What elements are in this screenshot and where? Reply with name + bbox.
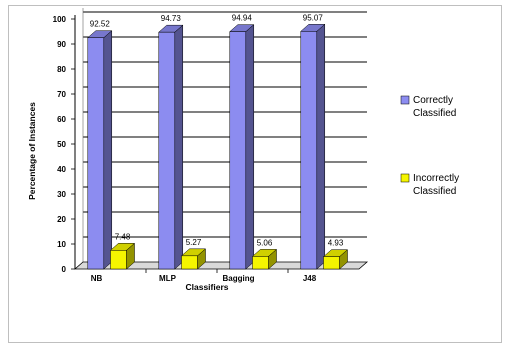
y-tick-label: 40 (57, 165, 66, 174)
axes: 0 10 20 30 40 50 60 70 80 90 100 NB MLP Bagging J48 (53, 8, 369, 283)
x-tick-label: J48 (303, 274, 317, 283)
bar (180, 248, 207, 270)
legend-swatch (400, 173, 410, 183)
bar (322, 249, 349, 270)
y-tick-label: 60 (57, 115, 66, 124)
data-labels: 92.52 7.48 94.73 5.27 94.94 5.06 95.07 4.93 (90, 13, 344, 247)
bar (109, 242, 136, 270)
y-axis-title: Percentage of Instances (27, 102, 37, 200)
legend-entry: Incorrectly Classified (400, 173, 459, 197)
legend: Correctly Classified Incorrectly Classified (400, 95, 459, 197)
x-axis-title: Classifiers (186, 282, 229, 292)
bars (87, 23, 349, 270)
y-tick-label: 0 (62, 265, 67, 274)
data-label: 95.07 (303, 13, 324, 22)
bar (251, 248, 278, 270)
y-tick-label: 20 (57, 215, 66, 224)
x-tick-label: NB (91, 274, 103, 283)
legend-entry: Correctly Classified (400, 95, 456, 119)
data-label: 92.52 (90, 20, 111, 29)
x-tick-label: Bagging (223, 274, 255, 283)
chart-frame: 0 10 20 30 40 50 60 70 80 90 100 NB MLP Bagging J48 92… (8, 5, 502, 343)
y-tick-label: 100 (53, 15, 67, 24)
data-label: 7.48 (115, 232, 131, 241)
legend-label: Incorrectly (413, 173, 459, 184)
y-tick-label: 30 (57, 190, 66, 199)
legend-label: Correctly (413, 95, 453, 106)
bar (229, 24, 255, 270)
data-label: 4.93 (328, 239, 344, 248)
legend-swatch (400, 95, 410, 105)
bar (158, 24, 184, 270)
data-label: 94.73 (161, 14, 182, 23)
legend-label: Classified (413, 108, 456, 119)
y-tick-label: 50 (57, 140, 66, 149)
bar (87, 30, 113, 270)
y-tick-label: 80 (57, 65, 66, 74)
y-tick-label: 70 (57, 90, 66, 99)
gridlines (83, 11, 367, 238)
legend-label: Classified (413, 186, 456, 197)
bar (300, 23, 326, 270)
x-tick-label: MLP (159, 274, 177, 283)
data-label: 94.94 (232, 14, 253, 23)
data-label: 5.06 (257, 238, 273, 247)
bar-chart: 0 10 20 30 40 50 60 70 80 90 100 NB MLP Bagging J48 92… (27, 8, 459, 292)
y-tick-label: 90 (57, 40, 66, 49)
y-tick-label: 10 (57, 240, 66, 249)
data-label: 5.27 (186, 238, 202, 247)
